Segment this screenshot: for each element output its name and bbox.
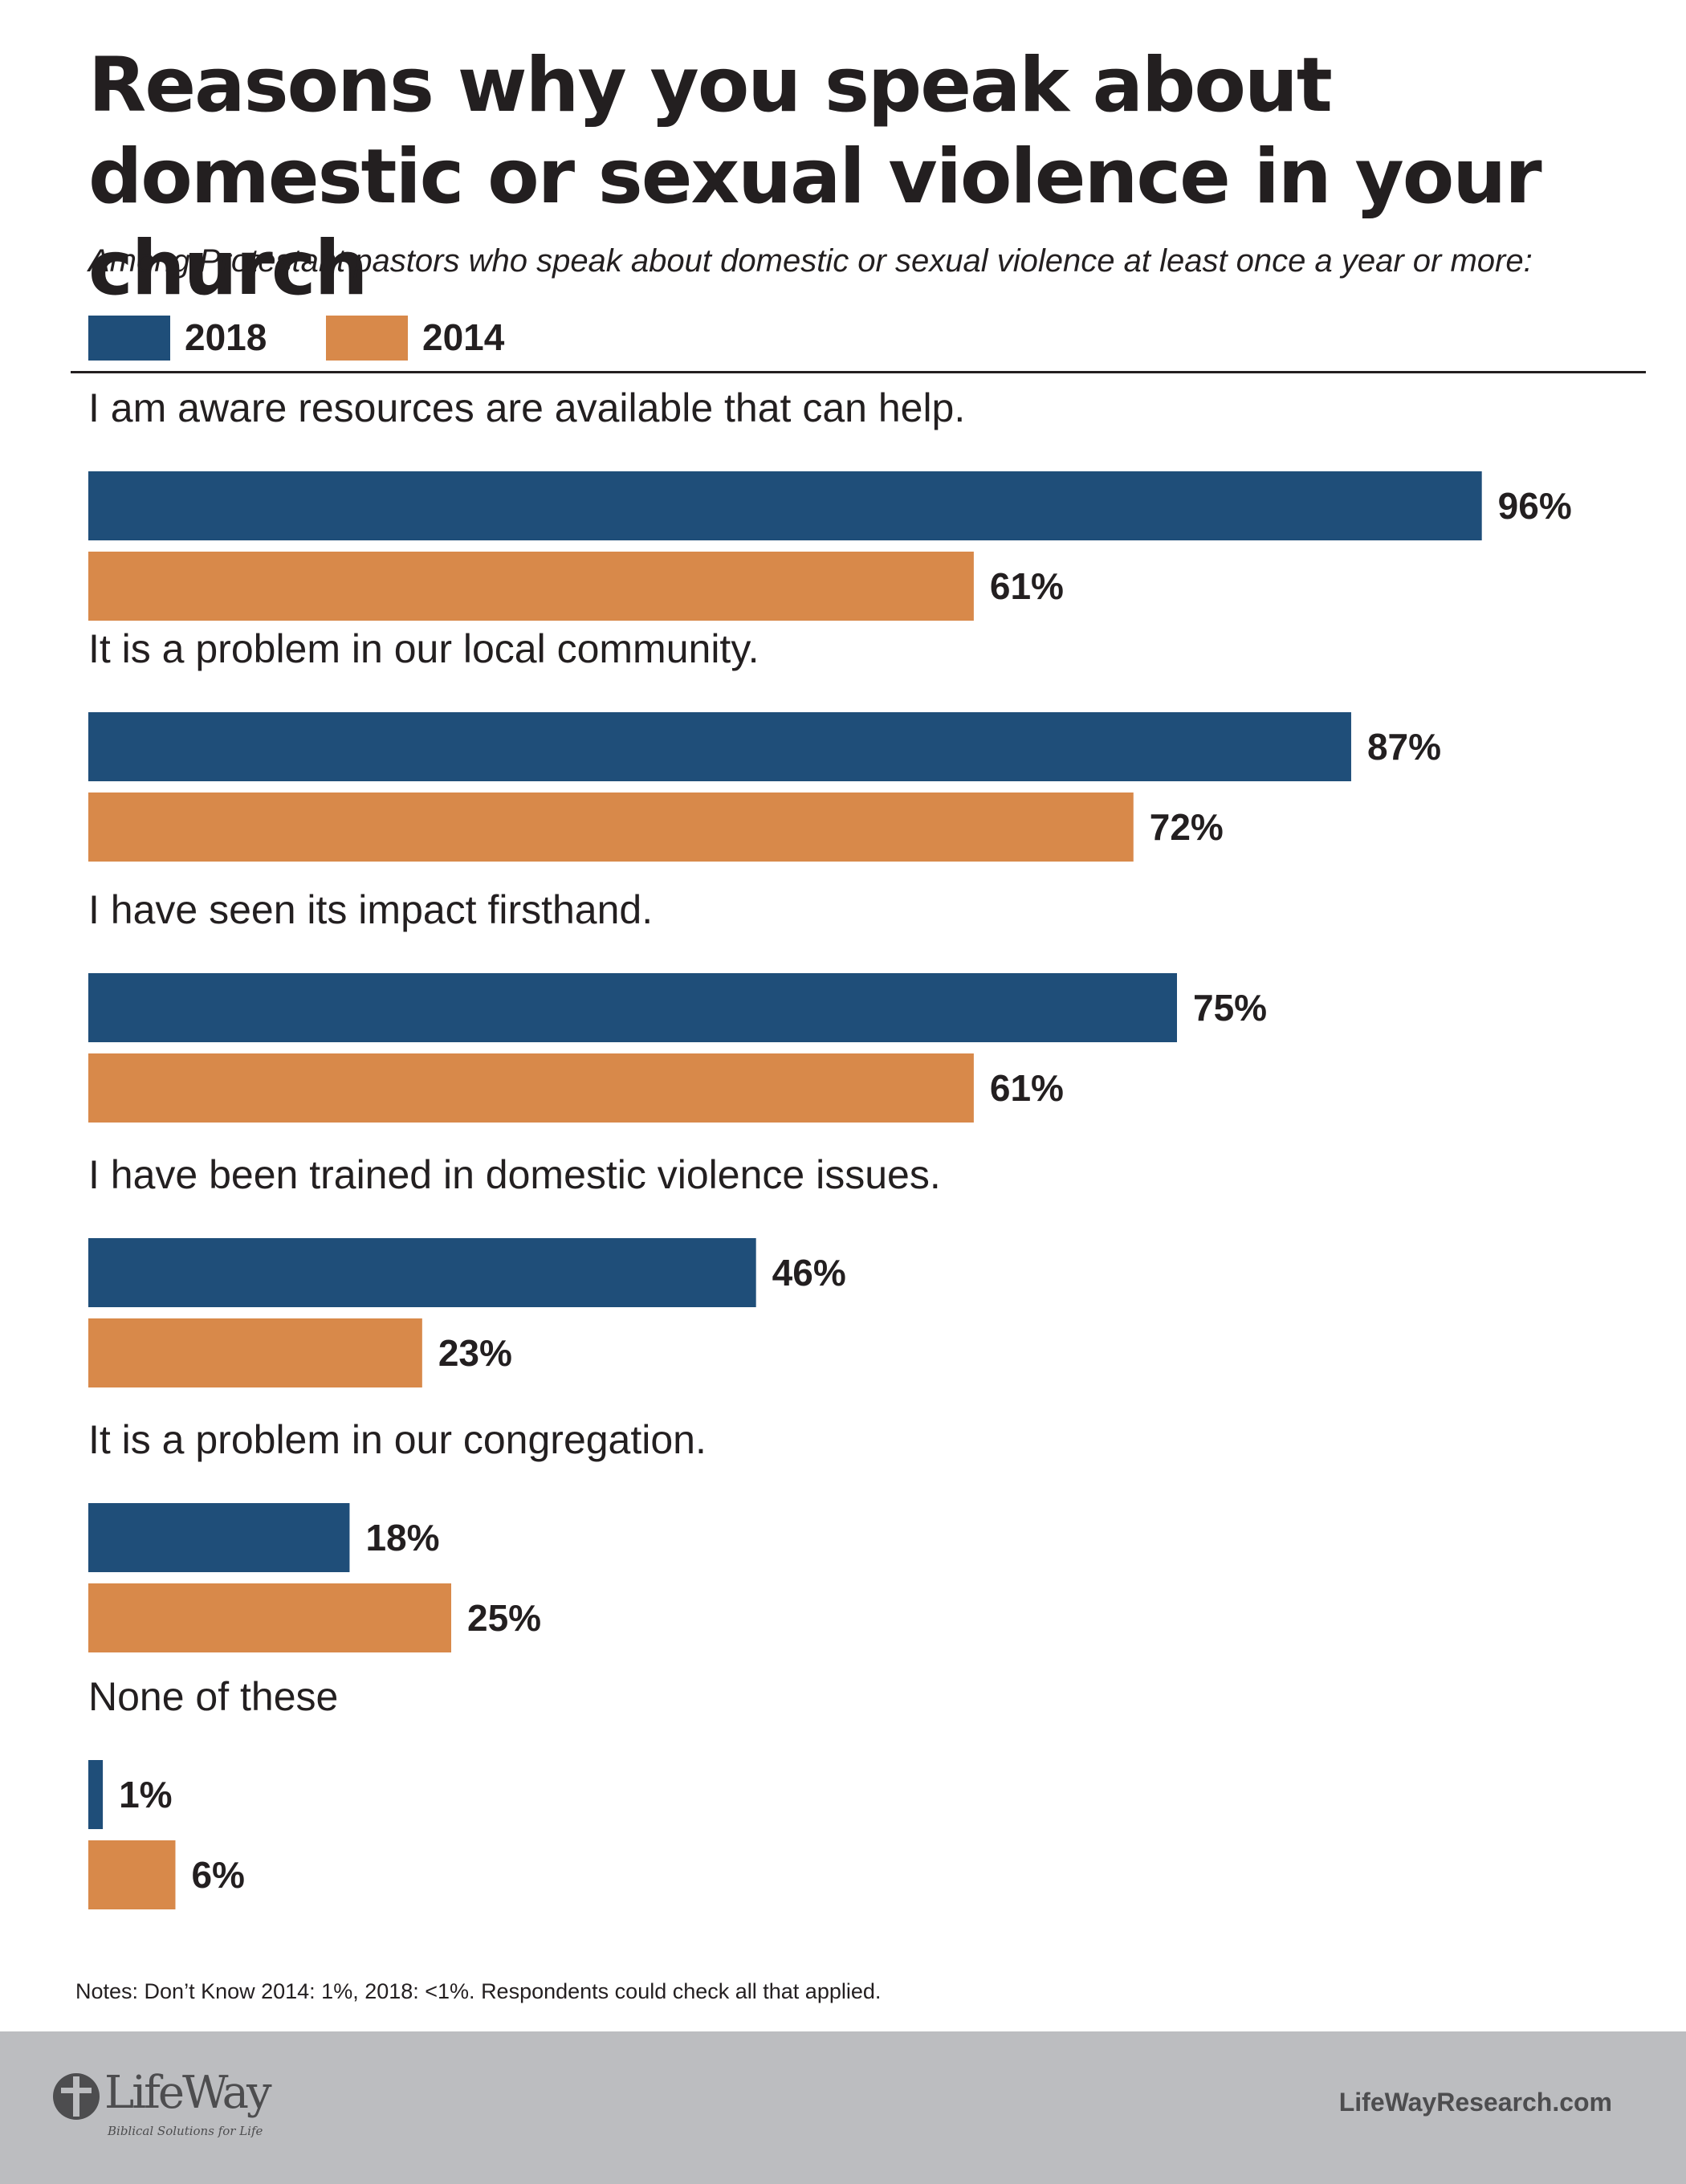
bar-2018 (88, 1760, 104, 1829)
bar-chart: I am aware resources are available that … (88, 385, 1572, 1909)
bar-2014 (88, 1053, 974, 1123)
bar-2014 (88, 1583, 451, 1652)
legend-swatch-2014 (326, 316, 408, 361)
data-label-2014: 72% (1150, 806, 1224, 848)
logo-wordmark: LifeWay (104, 2067, 272, 2119)
category-label: I am aware resources are available that … (88, 385, 965, 430)
data-label-2018: 87% (1367, 726, 1441, 768)
data-label-2018: 46% (772, 1252, 846, 1294)
bar-2018 (88, 712, 1351, 781)
category-label: I have been trained in domestic violence… (88, 1152, 941, 1197)
bar-2014 (88, 1840, 176, 1909)
notes-text: Notes: Don’t Know 2014: 1%, 2018: <1%. R… (75, 1979, 882, 2003)
logo-tagline: Biblical Solutions for Life (108, 2124, 263, 2138)
chart-title: Reasons why you speak about domestic or … (88, 42, 1542, 312)
footer-bar: LifeWay Biblical Solutions for Life Life… (0, 2031, 1686, 2184)
category-label: None of these (88, 1674, 338, 1719)
lifeway-cross-icon (53, 2073, 100, 2120)
category-label: It is a problem in our congregation. (88, 1417, 707, 1462)
data-label-2018: 96% (1498, 485, 1572, 527)
header-divider (71, 371, 1646, 373)
data-label-2014: 6% (191, 1854, 244, 1896)
category-label: It is a problem in our local community. (88, 626, 760, 671)
category-label: I have seen its impact firsthand. (88, 887, 653, 932)
data-label-2014: 61% (990, 1067, 1064, 1109)
data-label-2014: 25% (467, 1597, 541, 1639)
legend-swatch-2018 (88, 316, 170, 361)
data-label-2018: 1% (119, 1774, 172, 1815)
data-label-2014: 23% (438, 1332, 512, 1374)
bar-2014 (88, 793, 1134, 862)
lifeway-logo[interactable]: LifeWay Biblical Solutions for Life (51, 2067, 292, 2150)
bar-2018 (88, 973, 1177, 1042)
bar-2014 (88, 1318, 422, 1387)
bar-2018 (88, 1238, 756, 1307)
legend-label-2014: 2014 (422, 316, 505, 358)
data-label-2018: 18% (365, 1517, 439, 1559)
bar-2014 (88, 552, 974, 621)
chart-subtitle: Among Protestant pastors who speak about… (88, 243, 1533, 279)
data-label-2018: 75% (1193, 987, 1267, 1029)
legend-label-2018: 2018 (185, 316, 267, 358)
bar-2018 (88, 1503, 350, 1572)
website-link[interactable]: LifeWayResearch.com (1338, 2088, 1612, 2117)
data-label-2014: 61% (990, 565, 1064, 607)
bar-2018 (88, 471, 1482, 540)
